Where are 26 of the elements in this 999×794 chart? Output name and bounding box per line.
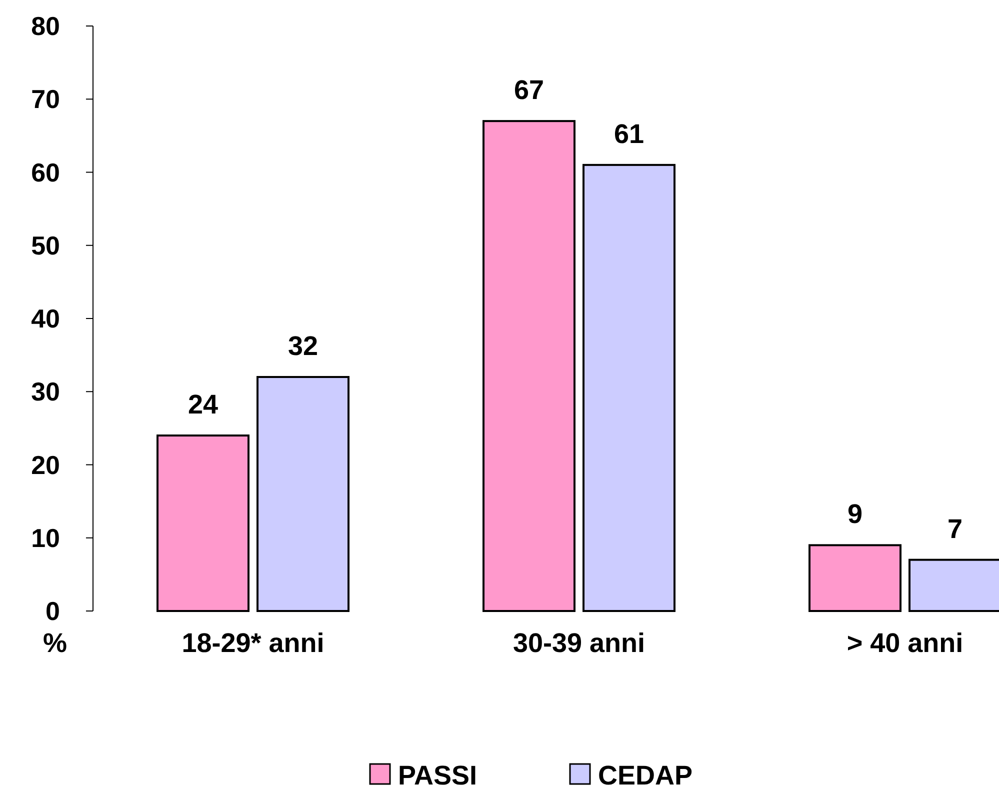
data-label: 9 — [847, 499, 863, 530]
data-label: 32 — [288, 331, 318, 361]
data-label: 24 — [188, 390, 218, 420]
y-tick-label: 10 — [31, 522, 60, 553]
y-tick-label: 0 — [46, 596, 60, 626]
y-tick-label: 70 — [31, 84, 60, 114]
bar — [256, 376, 350, 612]
bar — [582, 164, 676, 612]
y-tick-label: 20 — [31, 450, 60, 480]
y-tick-label: 50 — [31, 230, 60, 260]
y-tick-label: 40 — [31, 304, 60, 334]
data-label: 61 — [614, 118, 644, 149]
data-label: 67 — [514, 75, 544, 106]
bar — [482, 120, 576, 612]
x-tick-label: 18-29* anni — [182, 628, 324, 658]
y-tick-label: 30 — [31, 376, 60, 407]
y-axis-title: % — [42, 628, 68, 658]
legend-label: PASSI — [398, 760, 478, 790]
legend-label: CEDAP — [598, 760, 693, 790]
y-tick-label: 80 — [31, 11, 60, 42]
x-tick-label: 30-39 anni — [512, 628, 646, 658]
bar — [156, 434, 250, 612]
data-label: 7 — [947, 514, 963, 544]
y-tick-label: 60 — [31, 157, 60, 188]
bar — [808, 544, 902, 612]
x-tick-label: > 40 anni — [846, 628, 964, 658]
